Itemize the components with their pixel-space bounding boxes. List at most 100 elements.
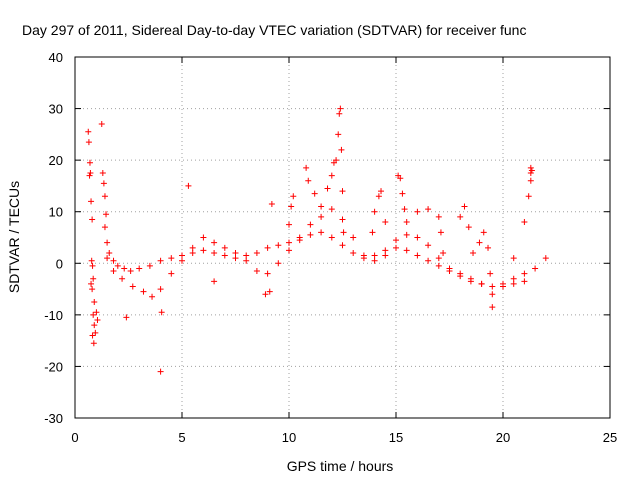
data-point xyxy=(489,304,496,311)
x-tick-label: 15 xyxy=(389,430,403,445)
data-point xyxy=(457,213,464,220)
y-tick-label: 10 xyxy=(49,205,63,220)
data-point xyxy=(510,255,517,262)
data-point xyxy=(211,278,218,285)
data-point xyxy=(88,280,95,287)
x-axis-label: GPS time / hours xyxy=(287,458,394,474)
data-point xyxy=(528,167,535,174)
data-point xyxy=(371,208,378,215)
data-point xyxy=(335,131,342,138)
data-point xyxy=(286,239,292,246)
data-point xyxy=(403,247,410,254)
series-isolated xyxy=(123,164,534,375)
data-point xyxy=(480,229,487,236)
data-point xyxy=(290,193,297,200)
data-point xyxy=(91,298,98,305)
data-point xyxy=(521,278,528,285)
data-point xyxy=(185,182,192,189)
data-point xyxy=(89,332,96,339)
data-point xyxy=(103,211,110,218)
data-point xyxy=(264,270,271,277)
data-point xyxy=(403,231,410,238)
data-point xyxy=(318,203,325,210)
series-main-trace xyxy=(101,224,549,290)
y-tick-label: -20 xyxy=(44,359,63,374)
data-point xyxy=(85,128,92,135)
data-point xyxy=(521,219,528,226)
data-point xyxy=(99,170,106,177)
data-point xyxy=(339,216,346,223)
data-point xyxy=(397,175,404,182)
data-point xyxy=(179,257,185,264)
data-point xyxy=(446,268,453,275)
data-point xyxy=(425,242,432,249)
data-point xyxy=(414,252,421,259)
data-point xyxy=(382,247,389,254)
data-point xyxy=(324,185,331,192)
data-point xyxy=(485,244,492,251)
data-point xyxy=(478,280,485,287)
data-point xyxy=(500,283,506,290)
data-point xyxy=(86,172,93,179)
data-point xyxy=(467,278,474,285)
data-point xyxy=(371,252,378,259)
data-point xyxy=(487,270,494,277)
y-tick-label: 0 xyxy=(56,256,63,271)
data-point xyxy=(253,249,260,256)
data-point xyxy=(382,219,389,226)
data-point xyxy=(311,190,318,197)
data-point xyxy=(98,121,105,128)
data-point xyxy=(303,164,310,171)
y-tick-label: -30 xyxy=(44,411,63,426)
data-point xyxy=(338,146,345,153)
data-point xyxy=(114,262,121,269)
data-point xyxy=(266,288,273,295)
data-point xyxy=(489,291,496,298)
grid xyxy=(75,57,610,418)
data-point xyxy=(146,262,153,269)
data-point xyxy=(101,224,108,231)
axis-ticks: 0 5 10 15 20 25 -30 -20 -10 0 10 20 30 40 xyxy=(44,50,617,445)
data-point xyxy=(89,262,96,269)
plot-frame xyxy=(74,56,611,419)
data-point xyxy=(100,180,107,187)
data-point xyxy=(200,234,207,241)
data-point xyxy=(440,249,447,256)
data-point xyxy=(435,213,442,220)
data-point xyxy=(328,206,335,213)
data-point xyxy=(414,234,421,241)
data-point xyxy=(375,193,382,200)
data-point xyxy=(532,265,539,272)
data-point xyxy=(88,257,95,264)
data-point xyxy=(211,239,218,246)
data-point xyxy=(136,265,143,272)
data-point xyxy=(378,188,385,195)
data-point xyxy=(119,275,126,282)
data-point xyxy=(457,273,464,280)
data-point xyxy=(86,159,93,166)
data-point xyxy=(87,170,94,177)
data-point xyxy=(90,340,97,347)
data-point xyxy=(232,255,239,262)
data-point xyxy=(296,237,303,244)
data-point xyxy=(127,268,134,275)
data-point xyxy=(253,268,260,275)
x-tick-label: 0 xyxy=(71,430,78,445)
x-tick-label: 20 xyxy=(496,430,510,445)
y-tick-label: 40 xyxy=(49,50,63,65)
data-point xyxy=(90,275,97,282)
data-point xyxy=(286,247,292,254)
series-secondary-trace xyxy=(104,206,528,300)
data-point xyxy=(110,268,117,275)
data-point xyxy=(264,244,271,251)
data-point xyxy=(521,270,528,277)
data-point xyxy=(288,203,295,210)
data-point xyxy=(328,234,335,241)
data-point xyxy=(461,203,468,210)
data-point xyxy=(189,249,196,256)
data-point xyxy=(243,257,250,264)
data-point xyxy=(123,314,130,321)
series-early-spikes xyxy=(85,121,110,347)
data-point xyxy=(339,242,346,249)
data-point xyxy=(286,221,292,228)
